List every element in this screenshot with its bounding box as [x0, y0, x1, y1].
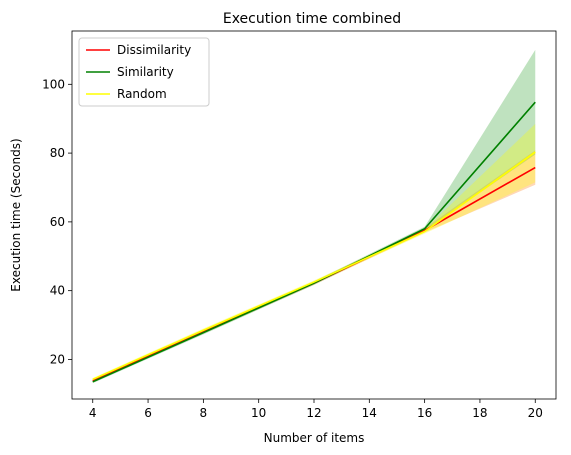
x-tick-label: 8: [200, 406, 208, 420]
y-tick-label: 60: [50, 215, 65, 229]
x-tick-label: 16: [417, 406, 432, 420]
line-series-1: [92, 101, 536, 383]
x-tick-label: 14: [362, 406, 377, 420]
x-tick-label: 20: [528, 406, 543, 420]
line-series-2: [92, 151, 536, 381]
legend: Dissimilarity Similarity Random: [78, 37, 210, 107]
x-tick-label: 4: [89, 406, 97, 420]
legend-entry-label: Random: [117, 87, 167, 101]
x-tick-label: 6: [144, 406, 152, 420]
x-axis-ticks: 4 6 8 10 12 14 16 18 20: [89, 399, 543, 420]
y-tick-label: 80: [50, 146, 65, 160]
x-tick-label: 12: [306, 406, 321, 420]
x-axis-label: Number of items: [264, 431, 365, 445]
y-axis-label: Execution time (Seconds): [9, 138, 23, 291]
series-lines: [92, 101, 536, 383]
y-tick-label: 20: [50, 352, 65, 366]
legend-entry-label: Similarity: [117, 65, 174, 79]
chart-title: Execution time combined: [223, 11, 401, 27]
legend-box: [78, 37, 210, 107]
legend-entry-label: Dissimilarity: [117, 43, 191, 57]
y-axis-ticks: 20 40 60 80 100: [42, 77, 72, 366]
y-tick-label: 40: [50, 284, 65, 298]
x-tick-label: 10: [251, 406, 266, 420]
y-tick-label: 100: [42, 77, 65, 91]
x-tick-label: 18: [472, 406, 487, 420]
